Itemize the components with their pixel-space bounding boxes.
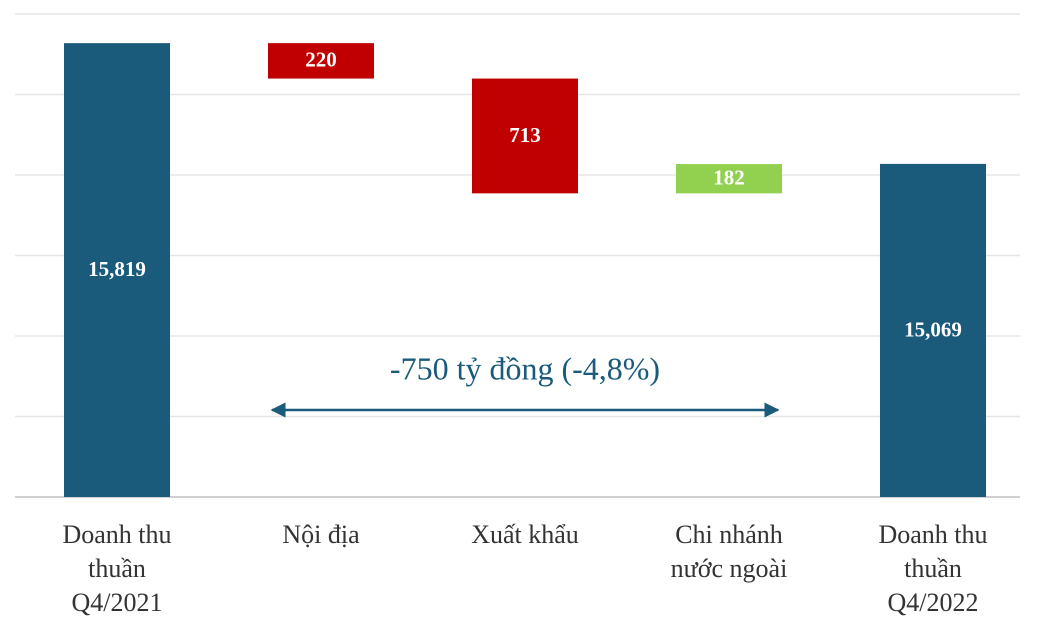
- annotation: -750 tỷ đồng (-4,8%): [390, 350, 660, 386]
- x-tick-label: Doanh thu thuần Q4/2022: [878, 520, 988, 617]
- value-label: 182: [713, 166, 745, 190]
- bar: [472, 78, 578, 194]
- x-tick-label: Doanh thu thuần Q4/2021: [62, 520, 172, 617]
- bar: [268, 43, 374, 79]
- bar: [676, 164, 782, 194]
- value-label: 15,819: [88, 257, 146, 281]
- value-label: 220: [305, 48, 337, 72]
- x-tick-label: Chi nhánh nước ngoài: [670, 520, 788, 583]
- value-label: 713: [509, 123, 541, 147]
- bar: [64, 43, 170, 498]
- bar: [880, 163, 986, 498]
- x-tick-label: Nội địa: [282, 520, 360, 549]
- value-label: 15,069: [904, 317, 962, 341]
- x-tick-label: Xuất khẩu: [471, 520, 579, 549]
